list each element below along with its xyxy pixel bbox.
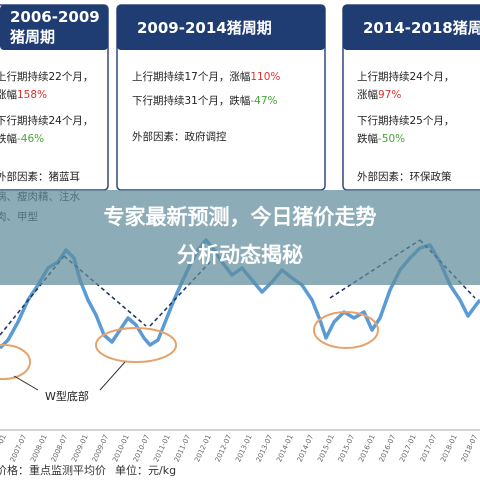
panel-text-part: 下行期持续25个月，: [357, 114, 454, 127]
panel-text-part: 涨幅: [0, 88, 17, 101]
panel-text: 外部因素：政府调控: [132, 130, 227, 143]
annotation-pointers: [13, 361, 126, 391]
bottom-ellipses: [0, 311, 379, 380]
panel-title: 猪周期: [9, 28, 55, 46]
panel-text: 下行期持续25个月，: [357, 114, 454, 127]
panel-text: 上行期持续24个月，: [357, 70, 454, 83]
panel-header: [117, 5, 325, 50]
panel-text: 下行期持续31个月，跌幅-47%: [132, 94, 278, 107]
legend: 价格：重点监测平均价: [0, 463, 106, 477]
percent: -46%: [17, 133, 44, 145]
panel-text-part: 下行期持续31个月，跌幅: [132, 94, 250, 107]
panel-text: 上行期持续22个月，: [0, 70, 93, 83]
panel-title: 2014-2018猪周期: [363, 19, 480, 37]
percent: -50%: [378, 133, 405, 145]
percent: -47%: [250, 95, 277, 107]
panel-text: 涨幅97%: [357, 88, 401, 101]
panel-text: 涨幅158%: [0, 88, 47, 101]
panel-header: [343, 5, 480, 50]
percent: 110%: [250, 71, 280, 83]
panel-text: 上行期持续17个月，涨幅110%: [132, 70, 280, 83]
panel-text: 跌幅-50%: [357, 132, 405, 145]
panel-text-part: 上行期持续24个月，: [357, 70, 454, 83]
panel-text-part: 涨幅: [357, 88, 378, 101]
banner: [0, 190, 480, 285]
annotation: W型底部: [45, 389, 89, 403]
panel-text-part: 跌幅: [0, 132, 17, 145]
panel-text-part: 下行期持续24个月，: [0, 114, 93, 127]
panel-text-part: 上行期持续22个月，: [0, 70, 93, 83]
panel-text-part: 上行期持续17个月，涨幅: [132, 70, 250, 83]
percent: 158%: [17, 89, 47, 101]
banner-line: 专家最新预测，今日猪价走势: [104, 205, 377, 229]
panel-title: 2009-2014猪周期: [137, 19, 272, 37]
panel-text: 外部因素：环保政策: [357, 170, 452, 183]
panel-text: 下行期持续24个月，: [0, 114, 93, 127]
unit: 单位：元/kg: [115, 463, 176, 477]
panel-header: [0, 5, 108, 50]
banner-line: 分析动态揭秘: [177, 243, 303, 267]
percent: 97%: [378, 89, 401, 101]
panel-text: 跌幅-46%: [0, 132, 44, 145]
panel-title: 2006-2009: [10, 8, 100, 26]
panel-text-part: 跌幅: [357, 132, 378, 145]
panel-text: 外部因素：猪蓝耳: [0, 170, 80, 183]
